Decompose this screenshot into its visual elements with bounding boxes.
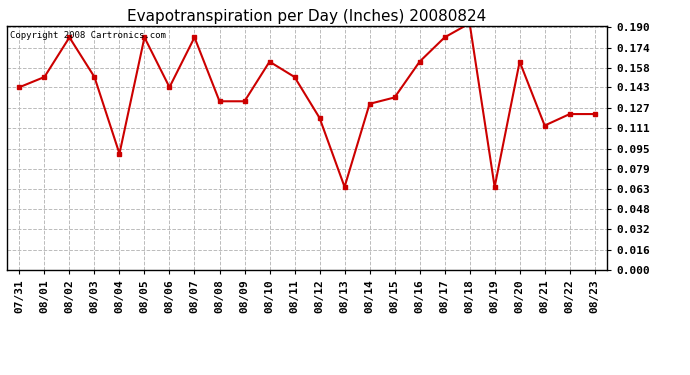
Text: Copyright 2008 Cartronics.com: Copyright 2008 Cartronics.com	[10, 31, 166, 40]
Title: Evapotranspiration per Day (Inches) 20080824: Evapotranspiration per Day (Inches) 2008…	[128, 9, 486, 24]
